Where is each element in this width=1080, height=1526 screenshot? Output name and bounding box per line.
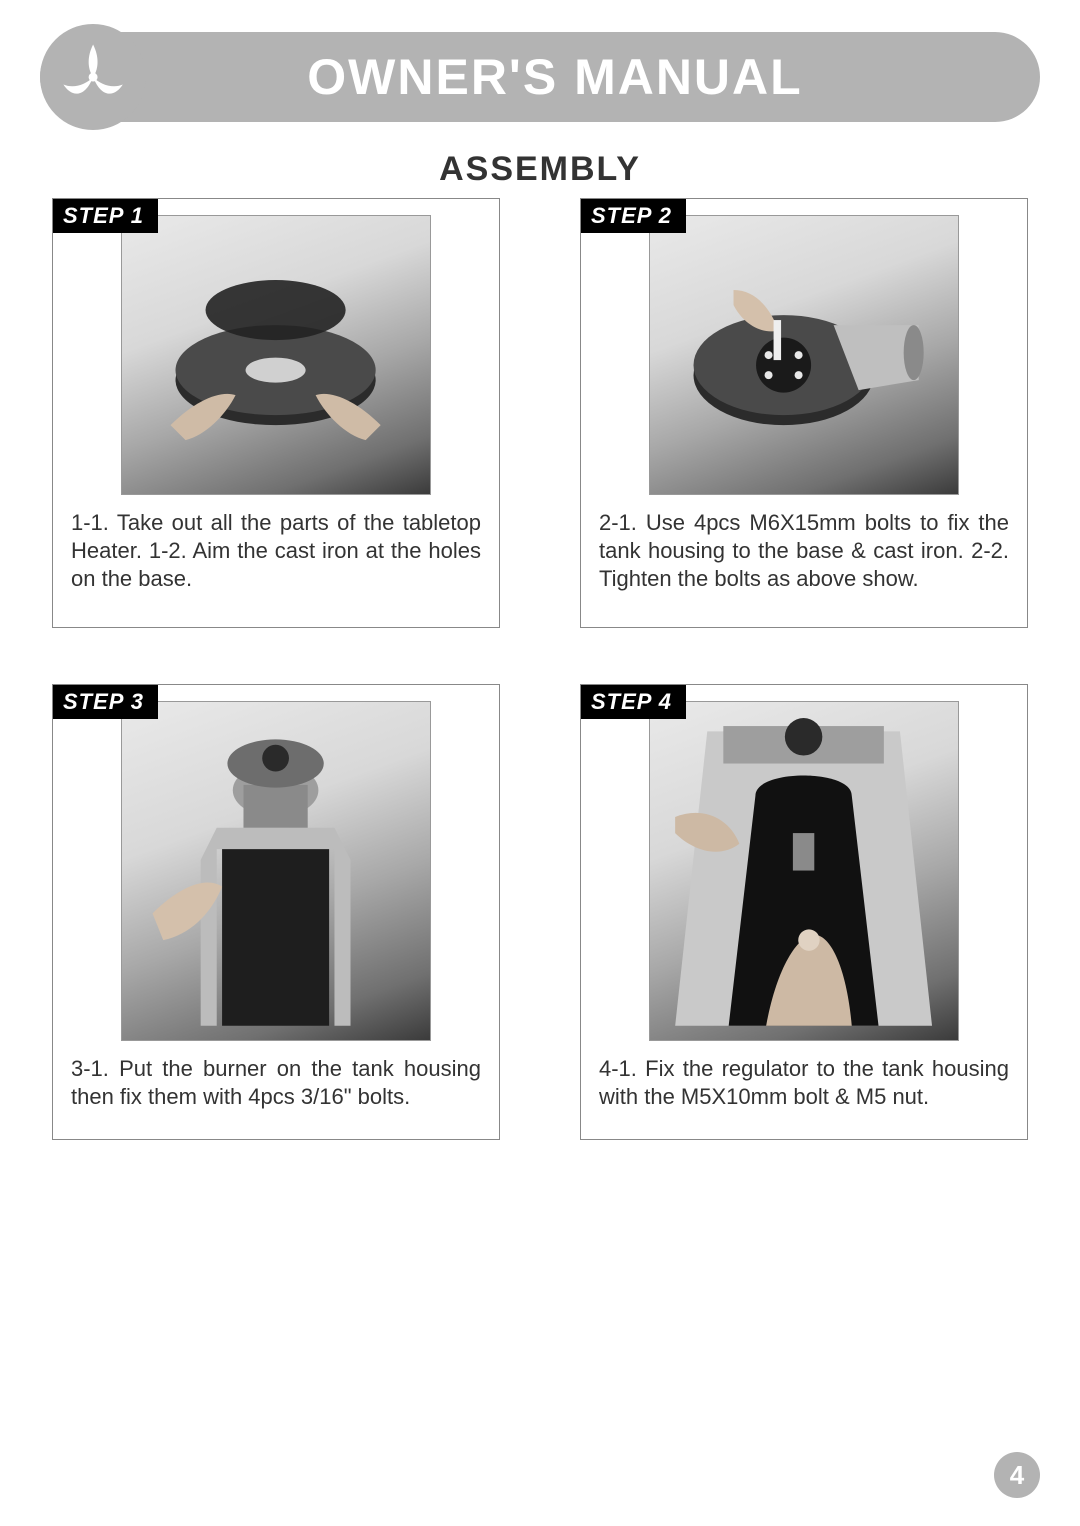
step-instructions: 3-1. Put the burner on the tank housing … xyxy=(71,1055,481,1111)
step-instructions: 4-1. Fix the regulator to the tank housi… xyxy=(599,1055,1009,1111)
step-instructions: 1-1. Take out all the parts of the table… xyxy=(71,509,481,593)
step-instructions: 2-1. Use 4pcs M6X15mm bolts to fix the t… xyxy=(599,509,1009,593)
step-label: STEP 2 xyxy=(581,199,686,233)
step-label: STEP 4 xyxy=(581,685,686,719)
logo-icon xyxy=(40,24,146,130)
step-label: STEP 1 xyxy=(53,199,158,233)
step-box-1: STEP 1 1-1. Take out all the parts of th… xyxy=(52,198,500,628)
step-label: STEP 3 xyxy=(53,685,158,719)
section-title: ASSEMBLY xyxy=(0,150,1080,189)
step-box-3: STEP 3 3-1. Put the burner on the tank h… xyxy=(52,684,500,1140)
header-title: OWNER'S MANUAL xyxy=(130,48,1040,106)
step-image-3 xyxy=(121,701,431,1041)
step-image-1 xyxy=(121,215,431,495)
steps-grid: STEP 1 1-1. Take out all the parts of th… xyxy=(52,198,1028,1140)
page-number-badge: 4 xyxy=(994,1452,1040,1498)
header-bar: OWNER'S MANUAL xyxy=(40,32,1040,122)
step-box-2: STEP 2 2-1. Use 4pcs M6X15mm bolts to fi… xyxy=(580,198,1028,628)
page-number: 4 xyxy=(1010,1460,1024,1491)
step-box-4: STEP 4 4-1. Fix the regulator to the tan… xyxy=(580,684,1028,1140)
step-image-4 xyxy=(649,701,959,1041)
step-image-2 xyxy=(649,215,959,495)
